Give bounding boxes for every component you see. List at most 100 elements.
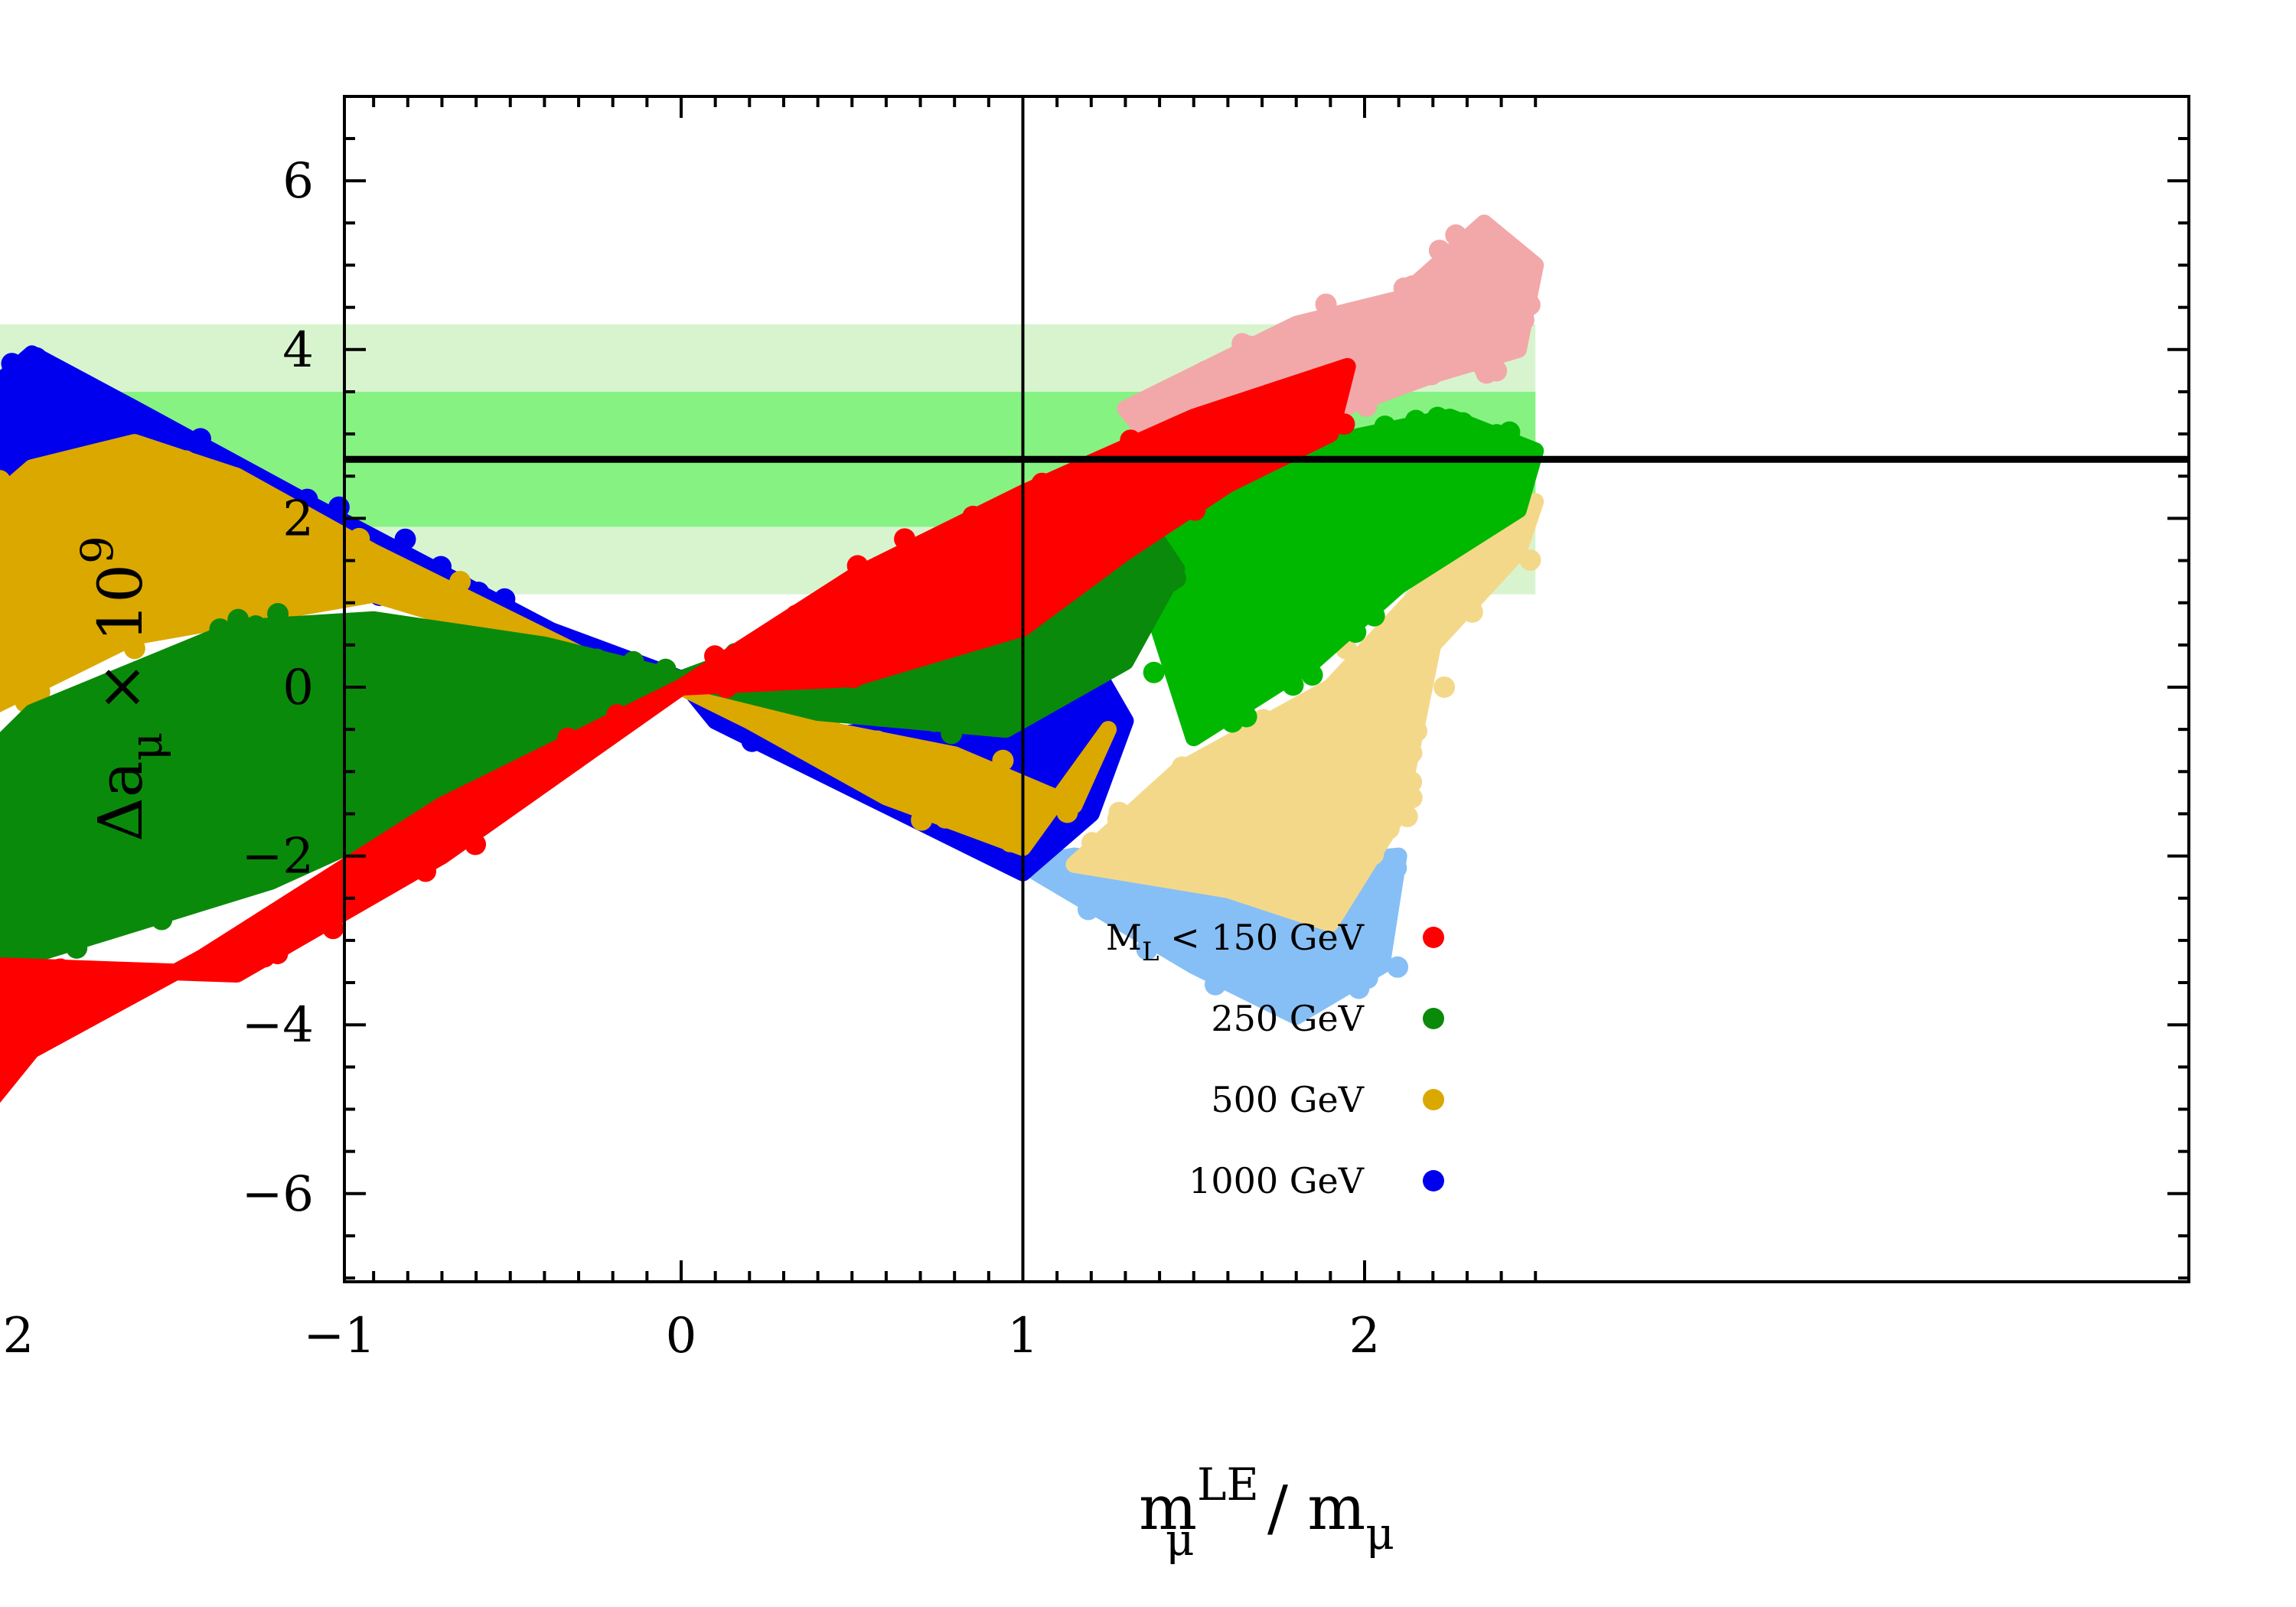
data-point (1136, 938, 1158, 960)
data-point (960, 534, 983, 556)
data-point (1026, 637, 1049, 660)
data-point (755, 662, 777, 684)
data-point (266, 943, 289, 965)
data-point (155, 686, 178, 708)
data-point (970, 801, 992, 823)
data-point (145, 768, 167, 790)
data-point (151, 908, 173, 931)
data-point (1254, 725, 1276, 748)
data-point (318, 572, 341, 594)
data-point (106, 604, 128, 626)
data-point (1406, 647, 1428, 670)
data-point (944, 611, 966, 634)
data-point (924, 710, 946, 732)
data-point (1110, 888, 1132, 911)
data-point (1235, 706, 1257, 728)
data-point (1301, 664, 1323, 686)
data-point (1433, 676, 1456, 698)
data-point (1206, 560, 1228, 582)
data-point (1172, 627, 1194, 650)
data-point (1282, 674, 1304, 696)
data-point (1120, 429, 1142, 451)
data-point (494, 588, 516, 610)
data-point (1366, 951, 1388, 973)
data-point (484, 668, 506, 690)
data-point (1393, 277, 1415, 299)
legend-label: ML < 150 GeV (1106, 917, 1365, 967)
data-point (1431, 526, 1453, 549)
data-point (1374, 416, 1396, 438)
data-point (245, 615, 267, 637)
data-point (822, 632, 844, 654)
data-point (0, 394, 15, 416)
data-point (0, 488, 8, 510)
scatter-points (0, 214, 1544, 1103)
data-point (1238, 335, 1261, 357)
data-point (1363, 605, 1385, 627)
data-point (1485, 255, 1507, 277)
data-point (1497, 547, 1519, 569)
data-point (1144, 851, 1166, 873)
data-point (893, 631, 915, 653)
data-point (15, 674, 37, 696)
data-point (1445, 224, 1467, 246)
data-point (1379, 566, 1401, 588)
data-point (523, 685, 545, 707)
data-point (169, 649, 191, 671)
data-point (1212, 372, 1234, 394)
data-point (74, 771, 96, 794)
data-point (504, 737, 527, 759)
legend-marker (1423, 1089, 1444, 1110)
legend: ML < 150 GeV 250 GeV 500 GeV 1000 GeV (1106, 917, 1444, 1201)
legend-label: 1000 GeV (1189, 1160, 1365, 1201)
data-point (0, 570, 9, 592)
x-axis-title: mLE μ / mμ (1139, 1459, 1394, 1566)
data-point (1295, 328, 1317, 350)
data-point (198, 960, 220, 982)
data-point (209, 618, 231, 641)
data-point (846, 555, 869, 577)
data-point (1181, 707, 1203, 729)
data-point (407, 715, 429, 738)
data-point (63, 548, 85, 570)
series-m-l-150-gev (0, 357, 1356, 1103)
data-point (1396, 806, 1418, 828)
legend-marker (1423, 927, 1444, 948)
data-point (1268, 787, 1290, 809)
data-point (1459, 596, 1482, 618)
data-point (1208, 953, 1231, 975)
data-point (992, 749, 1014, 771)
data-point (1360, 641, 1382, 663)
data-point (888, 745, 910, 767)
data-point (984, 534, 1006, 556)
data-point (219, 782, 241, 804)
data-point (1249, 980, 1271, 1002)
data-point (1365, 305, 1387, 328)
data-point (415, 860, 437, 882)
legend-label: 500 GeV (1211, 1079, 1364, 1120)
data-point (0, 512, 14, 534)
data-point (101, 587, 123, 609)
data-point (1362, 354, 1384, 376)
data-point (273, 546, 295, 568)
data-point (506, 768, 528, 790)
data-point (1170, 922, 1192, 944)
data-point (174, 450, 197, 472)
data-point (1333, 413, 1355, 435)
data-point (13, 1027, 35, 1049)
data-point (1245, 753, 1267, 775)
data-point (1445, 437, 1467, 459)
data-point (191, 491, 213, 513)
data-point (1108, 801, 1130, 823)
y-tick-label: 0 (282, 660, 314, 716)
data-point (1359, 908, 1381, 930)
data-point (1077, 898, 1099, 921)
data-point (1333, 519, 1355, 541)
plot-frame (343, 95, 2190, 1283)
data-point (1406, 720, 1428, 742)
x-tick-label: 0 (666, 1308, 697, 1364)
data-point (556, 727, 579, 749)
y-tick-label: −6 (242, 1166, 314, 1223)
data-point (1204, 973, 1226, 996)
y-tick-label: −4 (242, 997, 314, 1054)
